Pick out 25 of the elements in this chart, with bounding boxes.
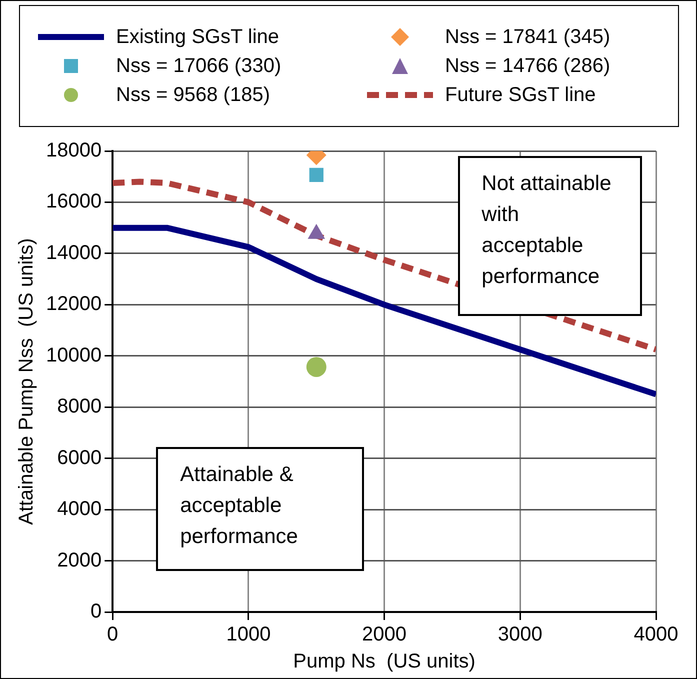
- x-tick-label: 1000: [226, 624, 271, 646]
- legend-label: Nss = 17841 (345): [445, 26, 610, 48]
- legend-label: Nss = 17066 (330): [116, 54, 282, 78]
- y-tick-label: 2000: [57, 549, 102, 572]
- y-axis-title: Attainable Pump Nss (US units): [16, 238, 38, 525]
- y-tick-label: 18000: [46, 140, 102, 162]
- x-tick-label: 3000: [498, 624, 542, 646]
- legend-label: Nss = 14766 (286): [445, 54, 610, 78]
- y-tick-label: 14000: [46, 242, 102, 264]
- x-tick-label: 2000: [362, 624, 407, 646]
- y-tick-label: 4000: [57, 498, 102, 520]
- legend-label: Future SGsT line: [445, 84, 596, 106]
- y-tick-label: 12000: [46, 293, 102, 316]
- x-tick-label: 0: [107, 624, 118, 646]
- legend-label: Existing SGsT line: [116, 26, 280, 48]
- text-box: Attainable & acceptable performance: [156, 447, 364, 572]
- x-axis-title: Pump Ns (US units): [293, 650, 476, 673]
- y-tick-label: 0: [90, 600, 102, 623]
- y-tick-label: 8000: [57, 396, 102, 418]
- x-tick-label: 4000: [634, 624, 678, 646]
- text-box: Not attainable with acceptable performance: [458, 156, 642, 316]
- legend-label: Nss = 9568 (185): [116, 84, 270, 106]
- y-tick-label: 10000: [46, 344, 102, 366]
- y-tick-label: 6000: [57, 446, 102, 469]
- y-tick-label: 16000: [46, 190, 102, 213]
